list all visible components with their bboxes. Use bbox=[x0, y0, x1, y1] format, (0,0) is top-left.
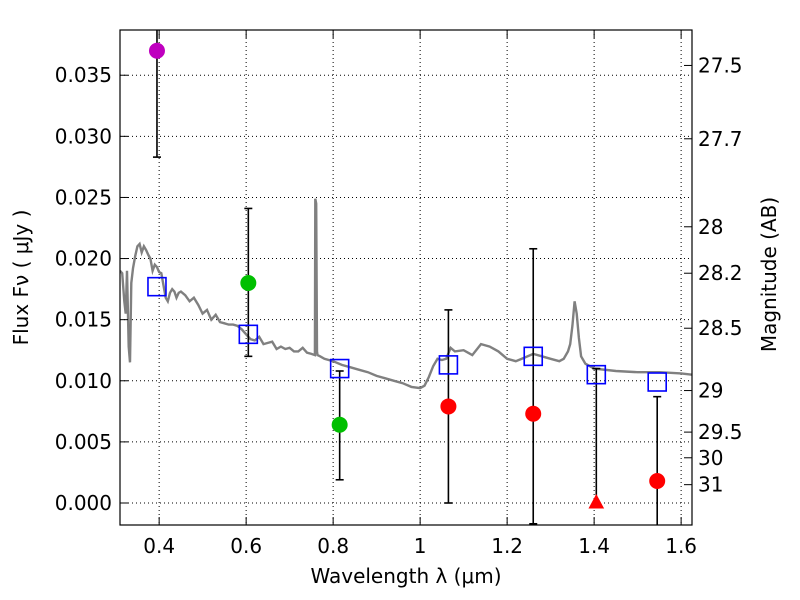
right-tick-label: 27.5 bbox=[698, 53, 743, 77]
right-tick-label: 29.5 bbox=[698, 420, 743, 444]
flux-point bbox=[525, 405, 542, 422]
y-tick-label: 0.015 bbox=[55, 308, 112, 332]
grid-lines bbox=[120, 30, 692, 525]
x-tick-label: 1 bbox=[414, 534, 427, 558]
ticks-layer: 0.4 0.6 0.8 1 1.2 1.4 1.6 0.000 0.005 0.010 0.015 0… bbox=[55, 30, 743, 558]
flux-point bbox=[148, 42, 165, 59]
y-tick-label: 0.000 bbox=[55, 491, 112, 515]
y-tick-label: 0.025 bbox=[55, 185, 112, 209]
right-tick-label: 29 bbox=[698, 379, 723, 403]
observed-photometry-layer bbox=[148, 42, 666, 509]
y-axis-label: Flux Fν ( μJy ) bbox=[9, 210, 33, 346]
flux-point bbox=[240, 275, 257, 291]
flux-point bbox=[331, 416, 348, 433]
model-flux-marker bbox=[329, 358, 350, 379]
x-tick-label: 1.2 bbox=[491, 534, 523, 558]
model-flux-marker bbox=[438, 355, 459, 375]
y-tick-label: 0.005 bbox=[55, 430, 112, 454]
y-tick-label: 0.035 bbox=[55, 63, 112, 87]
x-tick-label: 0.6 bbox=[230, 534, 262, 558]
template-spectrum-line bbox=[120, 198, 692, 390]
flux-point bbox=[649, 473, 666, 489]
x-tick-label: 0.8 bbox=[317, 534, 349, 558]
right-tick-label: 28.5 bbox=[698, 316, 743, 340]
model-flux-marker bbox=[523, 346, 544, 367]
model-flux-marker bbox=[238, 324, 259, 345]
right-tick-label: 27.7 bbox=[698, 127, 743, 151]
model-flux-marker bbox=[586, 364, 607, 385]
model-flux-marker bbox=[647, 372, 668, 392]
x-tick-label: 1.6 bbox=[665, 534, 697, 558]
right-tick-label: 31 bbox=[698, 473, 723, 497]
x-tick-label: 0.4 bbox=[143, 534, 175, 558]
y-tick-label: 0.010 bbox=[55, 369, 112, 393]
flux-point bbox=[440, 398, 457, 415]
upper-limit-marker bbox=[588, 493, 605, 509]
model-flux-marker bbox=[147, 276, 167, 297]
y-tick-label: 0.020 bbox=[55, 247, 112, 271]
right-tick-label: 28.2 bbox=[698, 261, 743, 285]
template-spectrum-layer bbox=[120, 198, 692, 390]
x-tick-label: 1.4 bbox=[578, 534, 610, 558]
plot-frame bbox=[119, 29, 693, 526]
x-axis-label: Wavelength λ (μm) bbox=[310, 564, 501, 588]
model-photometry-layer bbox=[147, 276, 668, 392]
right-axis-label: Magnitude (AB) bbox=[757, 197, 781, 352]
y-tick-label: 0.030 bbox=[55, 124, 112, 148]
error-bars-layer bbox=[152, 30, 662, 525]
right-tick-label: 30 bbox=[698, 446, 723, 470]
right-tick-label: 28 bbox=[698, 215, 723, 239]
